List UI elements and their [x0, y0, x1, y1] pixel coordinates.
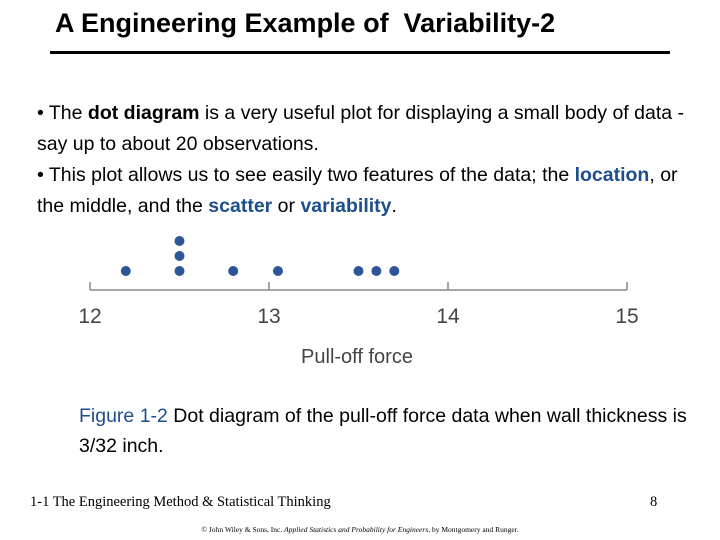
x-axis-label: Pull-off force [301, 346, 413, 368]
figure-caption: Figure 1-2 Dot diagram of the pull-off f… [79, 401, 689, 461]
bullet-2: • This plot allows us to see easily two … [37, 160, 687, 222]
data-point [371, 266, 382, 276]
footer-section-title: 1-1 The Engineering Method & Statistical… [30, 494, 331, 510]
bullet-marker: • [37, 164, 44, 186]
title-underline [50, 51, 670, 54]
figure-label: Figure 1-2 [79, 405, 168, 427]
tick-label: 15 [615, 305, 638, 328]
term-dot-diagram: dot diagram [87, 102, 200, 124]
data-point [353, 266, 364, 276]
copyright-notice: © John Wiley & Sons, Inc. Applied Statis… [0, 525, 720, 534]
x-axis: 12 13 14 15 [78, 282, 639, 328]
tick-label: 14 [436, 305, 460, 328]
tick-label: 12 [78, 305, 101, 328]
data-point [120, 266, 131, 276]
term-location: location [574, 164, 650, 186]
data-point [174, 266, 185, 276]
copyright-suffix: , by Montgomery and Runger. [428, 525, 519, 534]
bullet-1-text-b: is a very useful plot for displaying a s… [37, 102, 685, 155]
bullet-marker: • [37, 102, 44, 124]
slide-title: A Engineering Example of Variability-2 [55, 8, 556, 38]
data-point [174, 236, 185, 246]
data-points [120, 236, 400, 276]
term-scatter: scatter [208, 195, 273, 217]
data-point [389, 266, 400, 276]
bullet-1: • The dot diagram is a very useful plot … [37, 98, 687, 160]
term-variability: variability [300, 195, 392, 217]
data-point [272, 266, 283, 276]
data-point [228, 266, 239, 276]
slide-body: • The dot diagram is a very useful plot … [37, 98, 687, 222]
bullet-2-text-a: This plot allows us to see easily two fe… [43, 164, 575, 186]
copyright-prefix: © John Wiley & Sons, Inc. [201, 525, 285, 534]
bullet-1-text-a: The [43, 102, 88, 124]
page-number: 8 [650, 494, 658, 510]
figure-caption-text: Dot diagram of the pull-off force data w… [79, 405, 687, 457]
book-title: Applied Statistics and Probability for E… [284, 525, 429, 534]
bullet-2-text-b: , or the middle, and the [37, 164, 678, 217]
bullet-2-text-c: or [272, 195, 301, 217]
data-point [174, 251, 185, 261]
bullet-2-text-d: . [391, 195, 397, 217]
tick-label: 13 [257, 305, 280, 328]
